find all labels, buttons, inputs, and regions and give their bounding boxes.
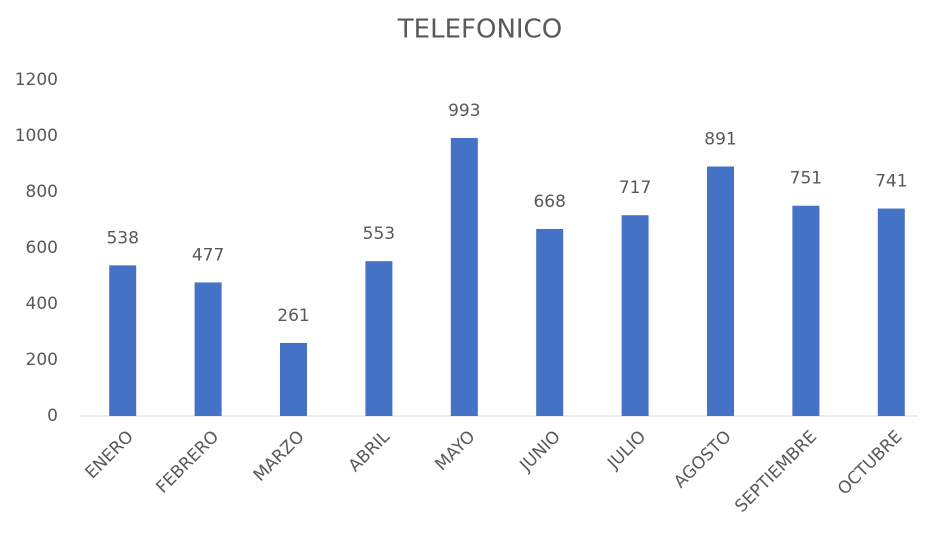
data-label: 261	[277, 306, 309, 326]
x-tick-label: MAYO	[431, 427, 479, 475]
x-tick-label: JUNIO	[516, 427, 565, 476]
data-label: 668	[533, 192, 565, 212]
bar	[621, 215, 649, 416]
y-tick-label: 800	[26, 182, 58, 202]
data-label: 553	[363, 224, 395, 244]
y-tick-label: 0	[47, 406, 58, 426]
bar	[707, 166, 734, 416]
bar	[450, 137, 478, 416]
x-tick-label: OCTUBRE	[834, 427, 906, 499]
bar	[536, 228, 564, 416]
bar	[792, 205, 820, 416]
y-tick-label: 400	[26, 294, 58, 314]
x-tick-label: AGOSTO	[670, 427, 735, 492]
x-tick-label: ENERO	[82, 427, 138, 483]
bar	[194, 282, 222, 416]
y-tick-label: 600	[26, 238, 58, 258]
data-label: 993	[448, 101, 480, 121]
y-tick-label: 1000	[15, 126, 58, 146]
data-label: 891	[704, 130, 736, 150]
x-tick-label: JULIO	[603, 427, 650, 474]
x-tick-label: ABRIL	[345, 427, 395, 477]
bar	[365, 261, 393, 416]
data-label: 751	[790, 169, 822, 189]
y-tick-label: 200	[26, 350, 58, 370]
bar	[280, 342, 307, 416]
data-label: 717	[619, 178, 651, 198]
x-tick-label: SEPTIEMBRE	[731, 427, 821, 517]
chart-title: TELEFONICO	[397, 15, 562, 45]
x-tick-label: MARZO	[250, 427, 309, 486]
data-label: 741	[875, 172, 907, 192]
data-label: 538	[106, 228, 138, 248]
bar	[877, 208, 905, 416]
bar	[109, 265, 137, 416]
data-label: 477	[192, 245, 224, 265]
x-tick-label: FEBRERO	[153, 427, 224, 498]
y-tick-label: 1200	[15, 70, 58, 90]
